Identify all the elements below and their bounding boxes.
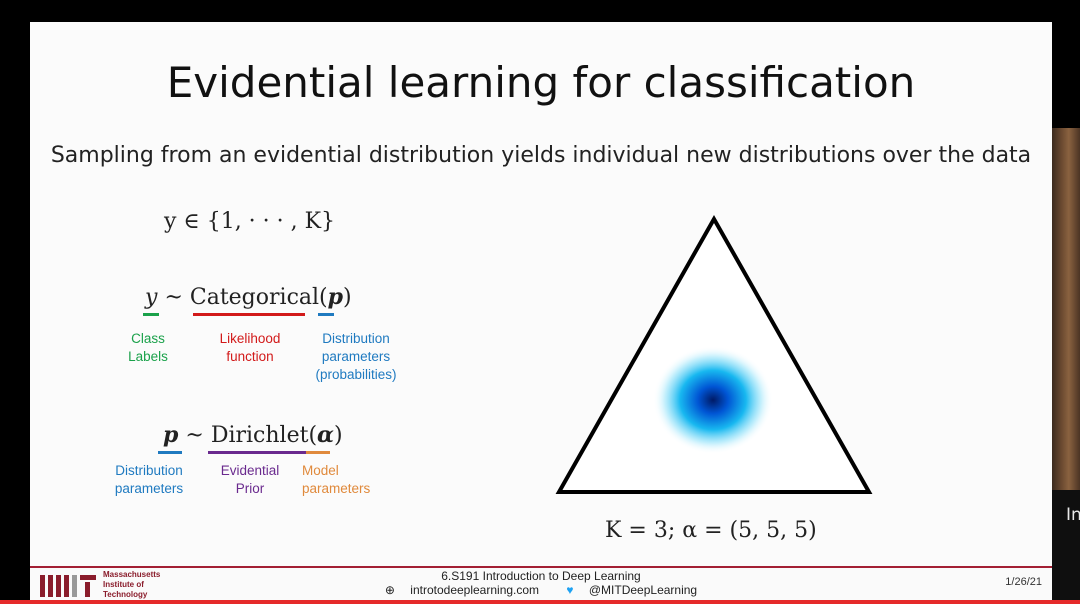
- eq1-param: p: [327, 284, 344, 310]
- eq2-fn: Dirichlet(: [210, 423, 318, 448]
- label-distribution-params-2: Distribution parameters: [114, 463, 184, 496]
- eq2-op: ~: [185, 423, 204, 448]
- underline-distribution-params-1: [318, 313, 334, 316]
- slide-subtitle: Sampling from an evidential distribution…: [50, 143, 1032, 168]
- eq1-lhs: y: [145, 285, 158, 310]
- k-alpha-equation: K = 3; α = (5, 5, 5): [605, 518, 817, 543]
- eq1-close: ): [343, 285, 352, 310]
- webcam-feed: [1052, 128, 1080, 490]
- equation-dirichlet: p ~ Dirichlet(α): [163, 422, 343, 448]
- mit-logo-icon: [40, 575, 96, 597]
- site-link[interactable]: ⊕ introtodeeplearning.com: [384, 583, 540, 597]
- label-model-params: Model parameters: [302, 463, 371, 496]
- top-black-bar: [0, 0, 1080, 22]
- slide-title: Evidential learning for classification: [166, 58, 916, 107]
- label-class-labels: Class Labels: [128, 331, 168, 364]
- mit-wordmark: Massachusetts Institute of Technology: [103, 570, 161, 599]
- underline-class-labels: [143, 313, 159, 316]
- label-evidential-prior: Evidential Prior: [220, 463, 280, 496]
- label-distribution-params-1: Distribution parameters (probabilities): [315, 331, 397, 382]
- underline-likelihood: [193, 313, 305, 316]
- slide-date: 1/26/21: [1005, 576, 1042, 588]
- eq2-close: ): [333, 423, 343, 448]
- density-blob: [653, 346, 773, 454]
- twitter-bird-icon: ♥: [566, 583, 574, 597]
- underline-model-params: [306, 451, 330, 454]
- slide-footer: Massachusetts Institute of Technology 6.…: [30, 566, 1052, 602]
- course-title: 6.S191 Introduction to Deep Learning: [441, 569, 641, 583]
- underline-distribution-params-2: [158, 451, 182, 454]
- equation-set: y ∈ {1, · · · , K}: [164, 209, 336, 234]
- webcam-caption-text: In: [1066, 505, 1080, 525]
- eq2-param: α: [317, 422, 334, 448]
- footer-links: ⊕ introtodeeplearning.com ♥ @MITDeepLear…: [30, 583, 1052, 597]
- underline-evidential-prior: [208, 451, 314, 454]
- eq2-lhs: p: [163, 422, 179, 448]
- globe-icon: ⊕: [384, 583, 395, 597]
- webcam-caption-area: [1052, 490, 1080, 600]
- slide: Evidential learning for classification S…: [30, 22, 1052, 600]
- dirichlet-simplex-figure: [555, 214, 873, 494]
- eq1-fn: Categorical(: [189, 285, 328, 310]
- twitter-link[interactable]: ♥ @MITDeepLearning: [566, 583, 698, 597]
- equation-categorical: y ~ Categorical(p): [145, 284, 352, 310]
- eq1-op: ~: [164, 285, 183, 310]
- video-progress-bar[interactable]: [0, 600, 1080, 604]
- label-likelihood: Likelihood function: [219, 331, 281, 364]
